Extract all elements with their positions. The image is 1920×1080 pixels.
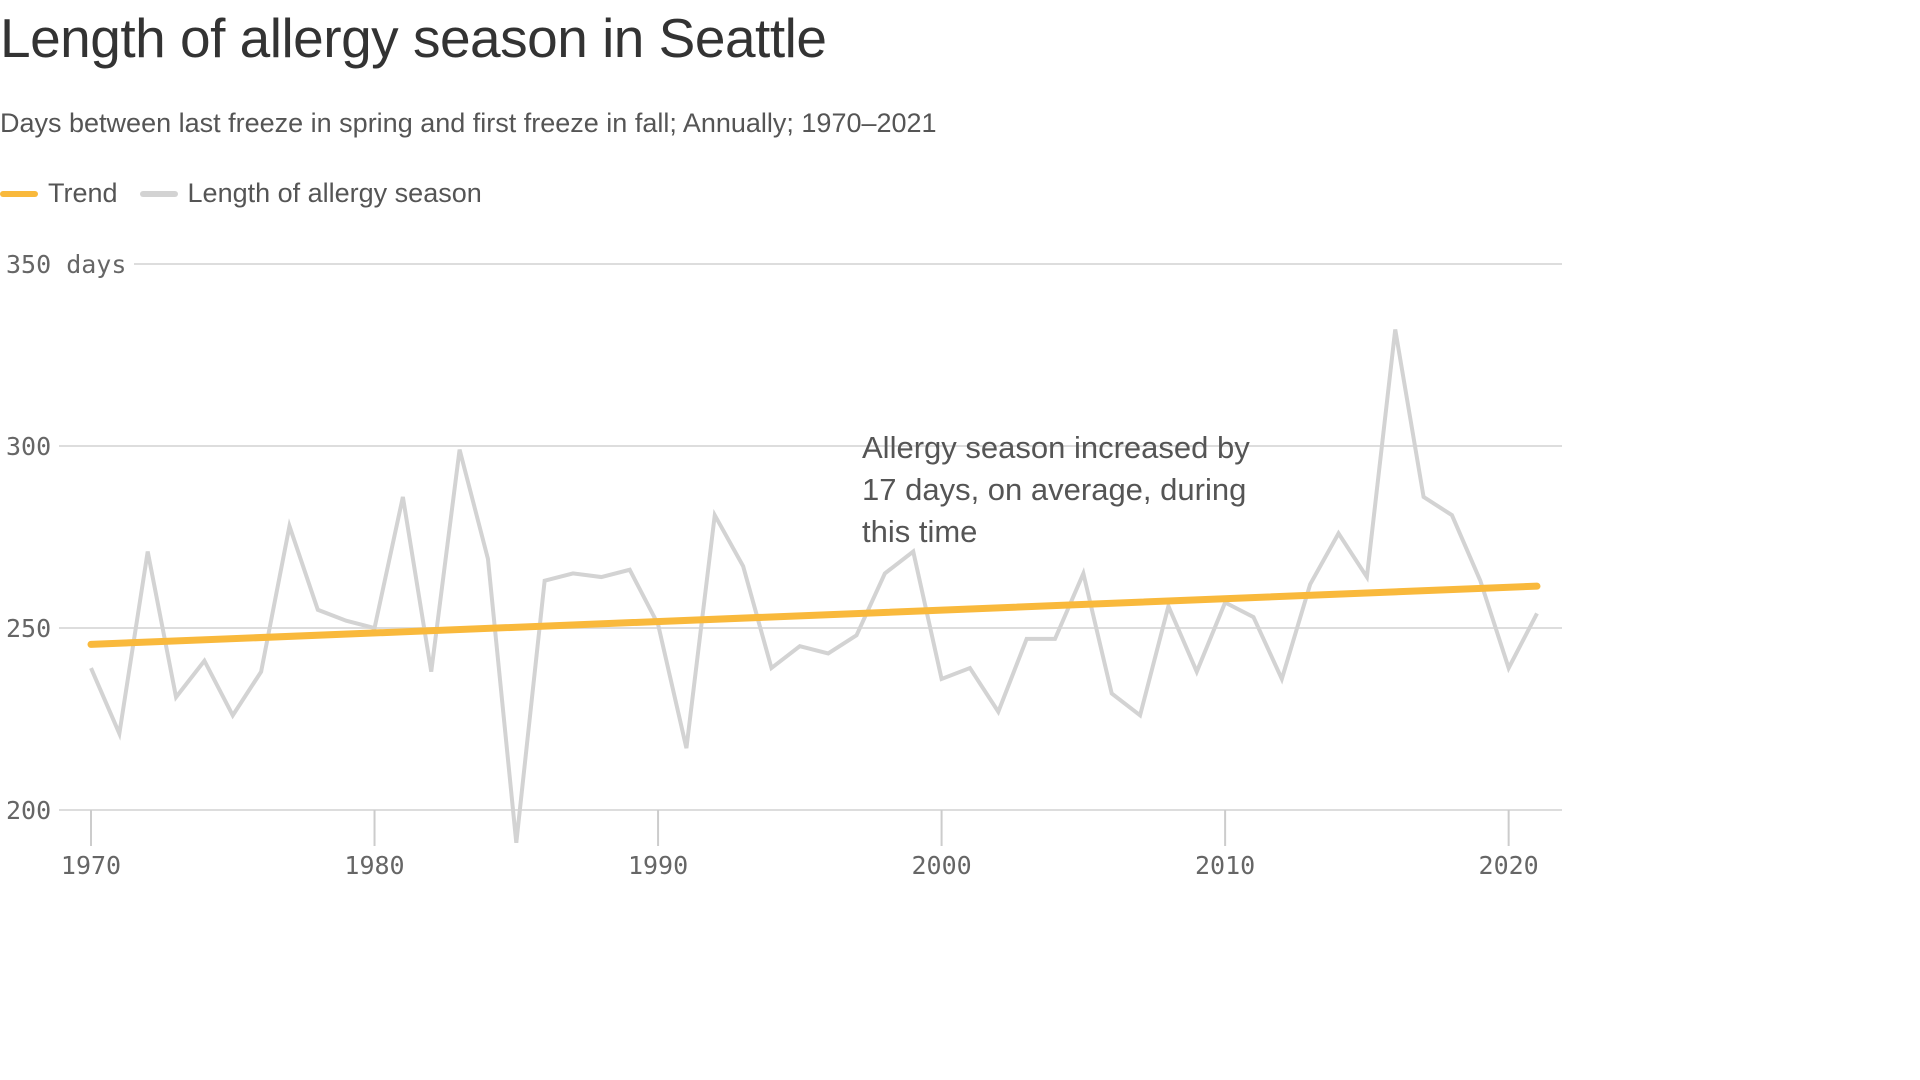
- legend: Trend Length of allergy season: [0, 178, 504, 209]
- x-axis-ticks: 1970 1980 1990 2000 2010 2020: [61, 810, 1539, 880]
- series-lines: [87, 329, 1541, 843]
- y-axis-ticks: 350 days 300 250 200: [6, 250, 126, 825]
- y-tick-label-300: 300: [6, 432, 51, 461]
- x-tick-label-2010: 2010: [1195, 851, 1255, 880]
- annotation-line-1: Allergy season increased by: [862, 430, 1250, 465]
- x-tick-label-2000: 2000: [911, 851, 971, 880]
- series-line-trend: [87, 582, 1541, 648]
- x-tick-label-1970: 1970: [61, 851, 121, 880]
- x-tick-label-2020: 2020: [1479, 851, 1539, 880]
- y-tick-label-250: 250: [6, 614, 51, 643]
- legend-item-trend: Trend: [0, 178, 118, 209]
- chart-subtitle: Days between last freeze in spring and f…: [0, 108, 937, 138]
- x-tick-label-1990: 1990: [628, 851, 688, 880]
- annotation-line-2: 17 days, on average, during: [862, 472, 1246, 507]
- legend-label-trend: Trend: [48, 178, 118, 208]
- y-tick-label-200: 200: [6, 796, 51, 825]
- legend-label-season: Length of allergy season: [187, 178, 482, 208]
- y-tick-label-350: 350 days: [6, 250, 126, 279]
- gridlines: [59, 263, 1562, 811]
- legend-swatch-season: [139, 190, 178, 197]
- annotation: Allergy season increased by 17 days, on a…: [862, 430, 1250, 549]
- line-chart: 350 days 300 250 200 1970 1980 1990 2000 2010 20…: [6, 250, 1562, 880]
- x-tick-label-1980: 1980: [344, 851, 404, 880]
- annotation-line-3: this time: [862, 514, 977, 549]
- chart-title: Length of allergy season in Seattle: [0, 7, 827, 69]
- legend-swatch-trend: [0, 190, 38, 197]
- series-line-length-of-allergy-season: [89, 329, 1539, 843]
- legend-item-season: Length of allergy season: [139, 178, 482, 209]
